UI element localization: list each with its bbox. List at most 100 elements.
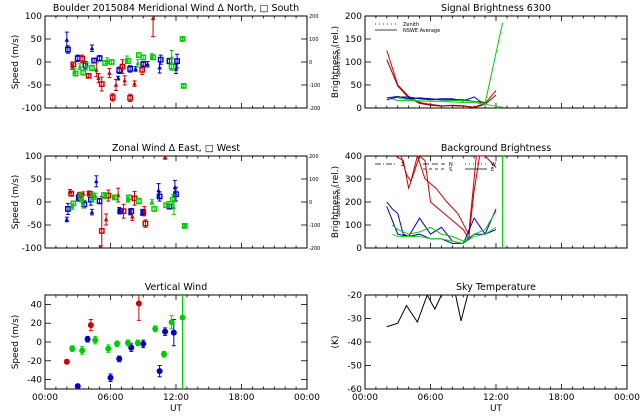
legend-label: E [491,167,494,173]
y-tick-label: 50 [31,35,43,45]
data-point-square [79,55,86,62]
y-tick-label: -100 [22,104,43,114]
y-tick-label: -20 [347,291,362,301]
data-point-square [89,65,95,71]
data-point [79,347,86,354]
y-axis-label: (K) [331,336,341,349]
right-y-axis-label: Speed (m/s) [336,47,342,77]
panel-meridional: Boulder 2015084 Meridional Wind Δ North,… [11,3,342,114]
data-point-triangle [142,208,147,213]
y-tick-label: 200 [345,198,362,208]
chart-title: Boulder 2015084 Meridional Wind Δ North,… [53,3,299,14]
series-line [386,96,486,104]
y-tick-label: 50 [351,81,363,91]
series-line [386,295,474,328]
data-point [156,368,163,375]
series-line [400,156,497,236]
y-tick-label: 300 [345,175,362,185]
data-point-square [120,208,127,215]
data-point-square [174,58,180,64]
data-point-square [119,63,126,70]
right-y-tick-label: -100 [309,83,320,89]
legend-label: Z [401,162,405,168]
data-point-triangle [173,66,179,71]
data-layer [63,295,186,389]
series-line [386,201,497,244]
data-point [84,336,91,343]
data-point-triangle [135,60,140,66]
x-tick-label: 00:00 [352,393,378,403]
data-point-square [179,36,186,42]
data-point-square [117,208,124,215]
data-point-triangle [64,216,70,222]
data-point-triangle [94,67,99,72]
data-point [124,339,131,346]
data-point [160,351,167,358]
y-tick-label: 0 [36,58,42,68]
data-point-square [135,198,142,204]
data-point-square [139,66,146,73]
right-y-tick-label: 0 [309,200,312,206]
x-tick-label: 12:00 [163,393,189,403]
series-line [392,22,504,104]
data-point [135,300,142,307]
y-tick-label: -50 [347,362,362,372]
data-point-square [86,190,93,197]
data-point-square [163,202,170,209]
data-point-square [142,220,149,227]
data-point-triangle [94,178,99,184]
right-y-tick-label: -100 [309,223,320,229]
y-tick-label: 400 [345,152,362,162]
data-point-triangle [150,16,156,21]
series-line [392,226,497,244]
data-point-square [127,94,134,101]
data-point [168,319,175,326]
data-point-square [168,63,175,70]
series-line [395,156,481,241]
x-tick-label: 00:00 [32,393,58,403]
data-point-square [180,83,187,89]
y-axis-label: Brightness (rel.) [331,166,341,238]
data-point-square [70,200,77,207]
data-point-square [85,72,92,79]
data-point [107,374,114,381]
data-point-triangle [169,54,174,60]
y-tick-label: -100 [22,244,43,254]
data-point-triangle [149,199,155,204]
y-tick-label: -30 [347,315,362,325]
data-point-triangle [162,156,168,159]
data-point-square [116,67,123,74]
data-point [140,340,147,347]
y-tick-label: 100 [345,58,362,68]
data-point-triangle [89,209,95,214]
data-point-square [98,81,105,87]
y-tick-label: 0 [356,244,362,254]
data-point-square [101,192,107,198]
x-axis-label: UT [490,404,503,414]
data-layer [64,16,187,103]
x-tick-label: 00:00 [294,393,320,403]
data-point-square [108,59,115,65]
data-point [116,355,123,362]
legend-label: S [449,167,452,173]
panel-skytemp: Sky Temperature 00:00 06:00 12:00 18:00 00:00… [331,282,640,414]
series-line [386,206,497,244]
y-tick-label: 40 [31,300,43,310]
data-point-square [150,54,156,61]
plot-frame [44,294,308,390]
data-layer [386,295,474,328]
right-y-tick-label: 100 [309,37,319,43]
panel-zonal: Zonal Wind Δ East, □ West 100 50 0 -50 -100 Sp… [11,143,342,254]
y-tick-label: -60 [347,385,362,395]
y-tick-label: -40 [347,338,362,348]
data-point-square [65,205,71,212]
data-point [74,383,81,389]
data-point [134,339,141,346]
data-point-square [80,69,87,76]
y-tick-label: 100 [345,221,362,231]
data-point-triangle [96,75,101,80]
series-line [397,97,503,108]
data-point [114,340,121,347]
chart-title: Zonal Wind Δ East, □ West [112,143,240,154]
